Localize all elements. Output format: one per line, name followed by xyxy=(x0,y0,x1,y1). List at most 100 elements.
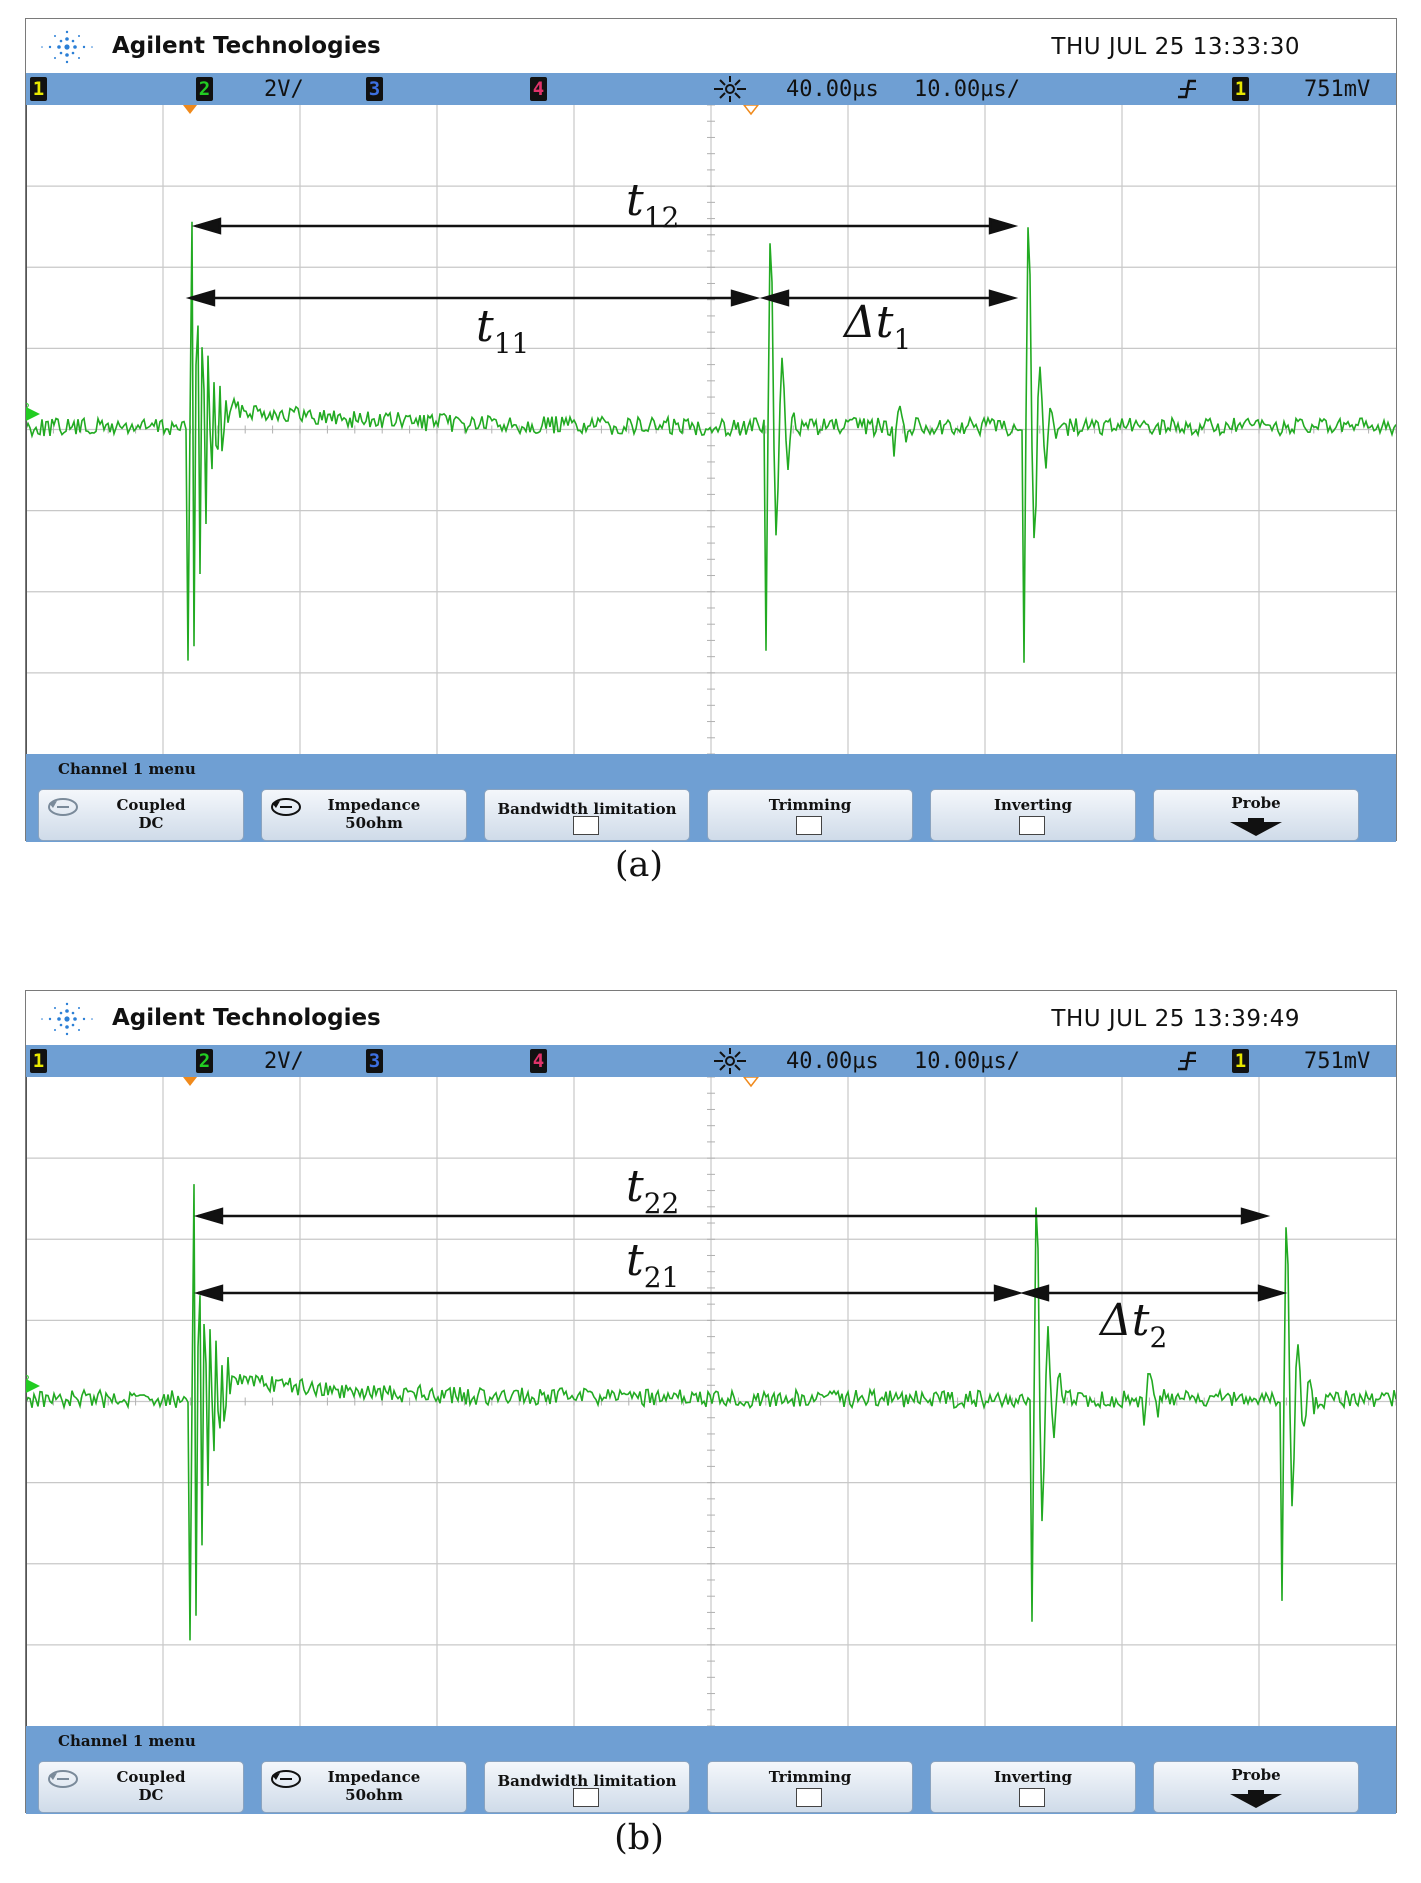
t22-arrow xyxy=(193,1207,1271,1225)
impedance-softkey[interactable]: Impedance 50ohm xyxy=(261,789,467,841)
softkey-label: Inverting xyxy=(993,1768,1073,1786)
delay-reference-marker xyxy=(743,105,759,116)
waveform-display: 2 t22 t21 Δt2 xyxy=(26,1077,1396,1726)
delta-t2-arrow xyxy=(1019,1284,1288,1302)
figure-caption-b: (b) xyxy=(614,1818,664,1858)
down-arrow-icon xyxy=(1230,818,1282,836)
trimming-softkey[interactable]: Trimming xyxy=(707,1761,913,1813)
cycle-arrow-icon xyxy=(48,798,78,816)
menu-title: Channel 1 menu xyxy=(58,760,196,778)
softkey-value: DC xyxy=(138,814,164,832)
softkey-label: Impedance xyxy=(327,796,421,814)
waveform-display: 2 t12 t11 Δt1 xyxy=(26,105,1396,754)
bandwidth-limitation-softkey[interactable]: Bandwidth limitation xyxy=(484,789,690,841)
t22-label: t22 xyxy=(626,1161,679,1220)
softkey-menu: Channel 1 menu Coupled DC Impedance 50oh… xyxy=(26,1726,1396,1814)
date-time: THU JUL 25 13:39:49 xyxy=(1051,1006,1300,1032)
ground-marker: 2 xyxy=(26,1373,40,1393)
svg-text:2: 2 xyxy=(26,401,30,414)
channel-1-badge[interactable]: 1 xyxy=(30,77,47,101)
trigger-level: 751mV xyxy=(1304,1049,1371,1074)
delta-t1-arrow xyxy=(759,289,1019,307)
agilent-spark-icon xyxy=(41,30,93,64)
cycle-arrow-icon xyxy=(271,1770,301,1788)
channel-2-badge[interactable]: 2 xyxy=(196,77,213,101)
t11-arrow xyxy=(185,289,761,307)
trigger-edge-icon[interactable] xyxy=(1174,75,1200,103)
softkey-label: Trimming xyxy=(768,796,852,814)
coupling-softkey[interactable]: Coupled DC xyxy=(38,789,244,841)
trigger-source-badge[interactable]: 1 xyxy=(1232,77,1249,101)
trigger-edge-icon[interactable] xyxy=(1174,1047,1200,1075)
t12-arrow xyxy=(191,217,1019,235)
inverting-softkey[interactable]: Inverting xyxy=(930,1761,1136,1813)
time-scale: 10.00µs/ xyxy=(914,77,1020,102)
inverting-softkey[interactable]: Inverting xyxy=(930,789,1136,841)
brand-name: Agilent Technologies xyxy=(112,33,381,59)
channel-3-badge[interactable]: 3 xyxy=(366,1049,383,1073)
brand-name: Agilent Technologies xyxy=(112,1005,381,1031)
cycle-arrow-icon xyxy=(271,798,301,816)
trimming-checkbox[interactable] xyxy=(796,1788,822,1807)
softkey-label: Trimming xyxy=(768,1768,852,1786)
oscilloscope-screen-b: Agilent Technologies THU JUL 25 13:39:49… xyxy=(25,990,1397,1814)
oscilloscope-screen-a: Agilent Technologies THU JUL 25 13:33:30… xyxy=(25,18,1397,842)
softkey-value: 50ohm xyxy=(345,814,403,832)
menu-title: Channel 1 menu xyxy=(58,1732,196,1750)
trigger-position-marker xyxy=(183,105,197,114)
delta-t2-label: Δt2 xyxy=(1098,1295,1167,1354)
inverting-checkbox[interactable] xyxy=(1019,816,1045,835)
t12-label: t12 xyxy=(626,175,679,234)
softkey-label: Probe xyxy=(1231,1766,1281,1784)
channel-2-badge[interactable]: 2 xyxy=(196,1049,213,1073)
probe-softkey[interactable]: Probe xyxy=(1153,1761,1359,1813)
softkey-label: Impedance xyxy=(327,1768,421,1786)
softkey-label: Bandwidth limitation xyxy=(497,1772,677,1790)
bandwidth-limitation-checkbox[interactable] xyxy=(573,1788,599,1807)
softkey-value: DC xyxy=(138,1786,164,1804)
title-bar: Agilent Technologies THU JUL 25 13:33:30 xyxy=(26,19,1396,73)
t21-arrow xyxy=(193,1284,1024,1302)
agilent-spark-icon xyxy=(41,1002,93,1036)
channel-3-badge[interactable]: 3 xyxy=(366,77,383,101)
title-bar: Agilent Technologies THU JUL 25 13:39:49 xyxy=(26,991,1396,1045)
figure-caption-a: (a) xyxy=(614,845,664,885)
channel-2-scale: 2V/ xyxy=(264,77,304,102)
softkey-label: Probe xyxy=(1231,794,1281,812)
t21-label: t21 xyxy=(626,1235,679,1294)
status-bar: 1 2 2V/ 3 4 40.00µs 10.00µs/ 1 751mV xyxy=(26,1045,1396,1077)
softkey-label: Bandwidth limitation xyxy=(497,800,677,818)
cycle-arrow-icon xyxy=(48,1770,78,1788)
probe-softkey[interactable]: Probe xyxy=(1153,789,1359,841)
date-time: THU JUL 25 13:33:30 xyxy=(1051,34,1300,60)
channel-4-badge[interactable]: 4 xyxy=(530,1049,547,1073)
acquisition-run-icon[interactable] xyxy=(710,75,750,103)
ground-marker: 2 xyxy=(26,401,40,421)
channel-2-scale: 2V/ xyxy=(264,1049,304,1074)
trigger-source-badge[interactable]: 1 xyxy=(1232,1049,1249,1073)
down-arrow-icon xyxy=(1230,1790,1282,1808)
acquisition-run-icon[interactable] xyxy=(710,1047,750,1075)
softkey-label: Inverting xyxy=(993,796,1073,814)
time-scale: 10.00µs/ xyxy=(914,1049,1020,1074)
svg-text:2: 2 xyxy=(26,1373,30,1386)
coupling-softkey[interactable]: Coupled DC xyxy=(38,1761,244,1813)
inverting-checkbox[interactable] xyxy=(1019,1788,1045,1807)
channel-2-waveform xyxy=(26,1184,1396,1641)
impedance-softkey[interactable]: Impedance 50ohm xyxy=(261,1761,467,1813)
time-delay: 40.00µs xyxy=(786,1049,879,1074)
softkey-label: Coupled xyxy=(116,796,186,814)
channel-4-badge[interactable]: 4 xyxy=(530,77,547,101)
t11-label: t11 xyxy=(476,301,529,360)
bandwidth-limitation-softkey[interactable]: Bandwidth limitation xyxy=(484,1761,690,1813)
softkey-menu: Channel 1 menu Coupled DC Impedance 50oh… xyxy=(26,754,1396,842)
trimming-checkbox[interactable] xyxy=(796,816,822,835)
delay-reference-marker xyxy=(743,1077,759,1088)
channel-2-waveform xyxy=(26,221,1396,663)
status-bar: 1 2 2V/ 3 4 40.00µs 10.00µs/ 1 751mV xyxy=(26,73,1396,105)
trimming-softkey[interactable]: Trimming xyxy=(707,789,913,841)
bandwidth-limitation-checkbox[interactable] xyxy=(573,816,599,835)
channel-1-badge[interactable]: 1 xyxy=(30,1049,47,1073)
softkey-value: 50ohm xyxy=(345,1786,403,1804)
trigger-position-marker xyxy=(183,1077,197,1086)
